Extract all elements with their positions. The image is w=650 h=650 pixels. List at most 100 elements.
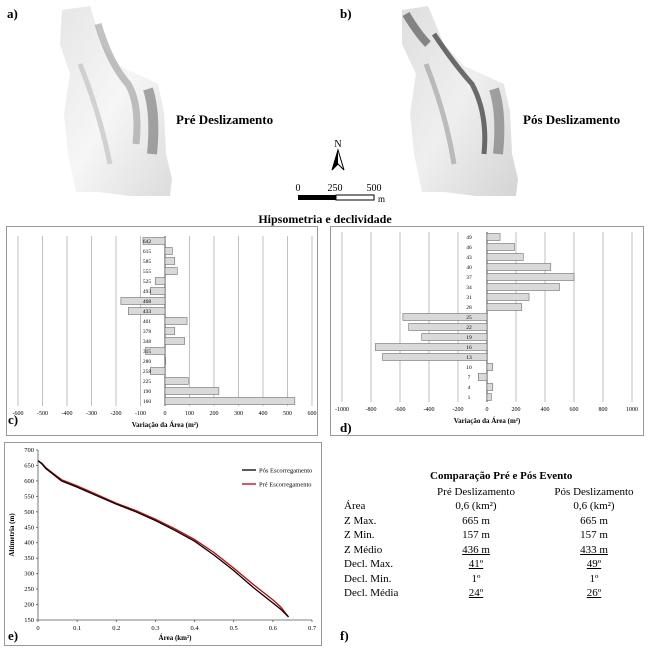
y-tick-label: 19: [466, 335, 472, 341]
comparison-row-label: Z Médio: [344, 543, 383, 556]
y-tick-label: 22: [466, 325, 472, 331]
y-tick-label: 25: [466, 315, 472, 321]
panel-letter-a: a): [7, 6, 18, 21]
y-tick-label: 550: [24, 493, 34, 500]
y-tick-label: 4: [468, 385, 471, 391]
bar: [408, 323, 488, 331]
x-tick-label: -800: [366, 407, 377, 413]
x-tick-label: -500: [37, 411, 48, 417]
col-header-post: Pós Deslizamento: [554, 486, 634, 498]
y-tick-label: 650: [24, 462, 34, 469]
y-tick-label: 433: [143, 309, 152, 315]
comparison-title: Comparação Pré e Pós Evento: [430, 470, 573, 482]
scale-bar: 0 250 500 m: [296, 183, 386, 204]
y-tick-label: 31: [466, 295, 472, 301]
bar: [164, 397, 296, 405]
scale-label-500: 500: [367, 183, 382, 194]
comparison-post-value: 433 m: [580, 543, 608, 556]
pre-landslide-map: [60, 6, 172, 196]
post-landslide-title: Pós Deslizamento: [523, 112, 621, 127]
x-tick-label: -600: [13, 411, 24, 417]
x-tick-label: 100: [185, 411, 194, 417]
legend-label: Pós Escorregamento: [259, 468, 312, 475]
x-tick-label: 0.1: [73, 625, 81, 632]
x-tick-label: -100: [135, 411, 146, 417]
bar: [164, 267, 178, 275]
bar: [150, 287, 166, 295]
y-axis-label: Altimetria (m): [8, 513, 16, 557]
y-tick-label: 468: [143, 299, 152, 305]
x-tick-label: 400: [541, 407, 550, 413]
north-label: N: [334, 139, 341, 150]
x-axis-label: Variação da Área (m²): [132, 421, 199, 429]
y-tick-label: 700: [24, 447, 34, 454]
y-tick-label: 642: [143, 239, 152, 245]
comparison-pre-value: 665 m: [462, 514, 490, 527]
hypsometry-variation-chart: -600 -500 -400 -300 -200 -100 0 100 200 300 400 500…: [6, 226, 318, 436]
bar: [486, 383, 494, 391]
panel-letter-f: f): [340, 628, 349, 643]
x-tick-label: -400: [424, 407, 435, 413]
y-tick-label: 34: [466, 285, 472, 291]
y-tick-label: 493: [143, 289, 152, 295]
y-tick-label: 7: [468, 375, 471, 381]
y-tick-label: 400: [24, 540, 34, 547]
bar: [486, 293, 530, 301]
y-tick-label: 10: [466, 365, 472, 371]
bar: [164, 387, 220, 395]
y-tick-label: 225: [143, 379, 152, 385]
y-tick-label: 43: [466, 255, 472, 261]
x-tick-label: 800: [599, 407, 608, 413]
y-tick-label: 315: [143, 349, 152, 355]
bar: [478, 373, 488, 381]
y-tick-label: 348: [143, 339, 152, 345]
slope-variation-chart: -1000 -800 -600 -400 -200 0 200 400 600 800 1000 1 4…: [330, 226, 644, 436]
y-tick-label: 16: [466, 345, 472, 351]
x-tick-label: 0: [36, 625, 39, 632]
x-tick-label: -200: [453, 407, 464, 413]
x-tick-label: 400: [259, 411, 268, 417]
panel-letter-d: d): [340, 420, 352, 435]
comparison-row-label: Z Min.: [344, 529, 375, 541]
comparison-row-label: Decl. Max.: [344, 558, 394, 570]
legend-label: Pré Escorregamento: [259, 482, 312, 489]
bar: [486, 283, 560, 291]
y-tick-label: 250: [24, 586, 34, 593]
bar: [382, 353, 488, 361]
col-header-pre: Pré Deslizamento: [437, 486, 515, 498]
comparison-row-label: Z Max.: [344, 514, 377, 527]
x-tick-label: 600: [570, 407, 579, 413]
bar: [120, 297, 166, 305]
bar: [486, 263, 552, 271]
x-tick-label: 500: [283, 411, 292, 417]
panel-letter-b: b): [340, 6, 352, 21]
y-tick-label: 49: [466, 235, 472, 241]
comparison-post-value: 1º: [589, 572, 599, 585]
scale-label-0: 0: [296, 183, 301, 194]
comparison-post-value: 0,6 (km²): [573, 500, 615, 512]
north-arrow-icon: N: [331, 139, 345, 171]
comparison-pre-value: 0,6 (km²): [455, 500, 497, 512]
x-tick-label: 0.3: [151, 625, 159, 632]
bar: [164, 257, 176, 265]
series-line: [37, 460, 290, 618]
x-tick-label: 0.4: [191, 625, 200, 632]
bar: [486, 273, 575, 281]
y-tick-label: 585: [143, 259, 152, 265]
bar: [486, 243, 515, 251]
comparison-row-label: Decl. Min.: [344, 572, 392, 585]
comparison-post-value: 665 m: [580, 514, 608, 527]
hypsometric-curve-chart: 150 200 250 300 350 400 450 500 550 600 650 700 0 0.1…: [4, 442, 322, 646]
y-tick-label: 28: [466, 305, 472, 311]
comparison-row-label: Área: [344, 500, 366, 512]
x-tick-label: -1000: [335, 407, 349, 413]
bar: [164, 327, 176, 335]
post-landslide-map: [402, 6, 518, 196]
y-tick-label: 615: [143, 249, 152, 255]
series-line: [37, 460, 289, 618]
y-tick-label: 300: [24, 571, 34, 578]
x-tick-label: 0: [486, 407, 489, 413]
comparison-post-value: 157 m: [580, 529, 608, 541]
y-tick-label: 258: [143, 369, 152, 375]
y-tick-label: 200: [24, 602, 34, 609]
